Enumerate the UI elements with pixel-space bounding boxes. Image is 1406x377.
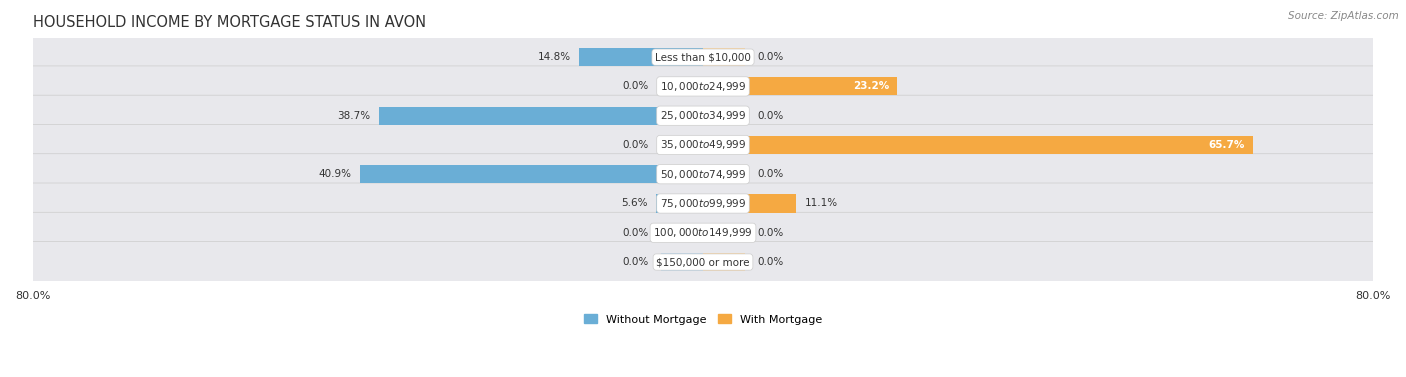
Text: Source: ZipAtlas.com: Source: ZipAtlas.com <box>1288 11 1399 21</box>
Text: HOUSEHOLD INCOME BY MORTGAGE STATUS IN AVON: HOUSEHOLD INCOME BY MORTGAGE STATUS IN A… <box>32 15 426 30</box>
Text: 14.8%: 14.8% <box>537 52 571 62</box>
Text: 0.0%: 0.0% <box>758 228 783 238</box>
Bar <box>703 107 745 125</box>
Text: 65.7%: 65.7% <box>1209 140 1246 150</box>
FancyBboxPatch shape <box>30 242 1376 282</box>
FancyBboxPatch shape <box>30 154 1376 195</box>
Text: $25,000 to $34,999: $25,000 to $34,999 <box>659 109 747 122</box>
Bar <box>661 253 703 271</box>
Text: 0.0%: 0.0% <box>623 257 648 267</box>
Text: $10,000 to $24,999: $10,000 to $24,999 <box>659 80 747 93</box>
Text: 0.0%: 0.0% <box>758 111 783 121</box>
Text: 40.9%: 40.9% <box>319 169 352 179</box>
Bar <box>703 136 1254 154</box>
Bar <box>703 253 745 271</box>
FancyBboxPatch shape <box>30 66 1376 107</box>
Bar <box>360 165 703 183</box>
FancyBboxPatch shape <box>30 124 1376 166</box>
Text: 0.0%: 0.0% <box>623 140 648 150</box>
FancyBboxPatch shape <box>30 183 1376 224</box>
Text: 0.0%: 0.0% <box>623 228 648 238</box>
Bar <box>703 195 796 213</box>
Bar <box>661 224 703 242</box>
FancyBboxPatch shape <box>30 37 1376 78</box>
Bar <box>661 136 703 154</box>
Bar <box>703 77 897 95</box>
FancyBboxPatch shape <box>30 95 1376 136</box>
Bar <box>378 107 703 125</box>
Text: 11.1%: 11.1% <box>804 199 838 208</box>
Text: 38.7%: 38.7% <box>337 111 370 121</box>
Text: $100,000 to $149,999: $100,000 to $149,999 <box>654 226 752 239</box>
Bar <box>579 48 703 66</box>
Bar <box>703 165 745 183</box>
Bar <box>657 195 703 213</box>
Bar <box>703 224 745 242</box>
Text: 0.0%: 0.0% <box>758 257 783 267</box>
Legend: Without Mortgage, With Mortgage: Without Mortgage, With Mortgage <box>579 310 827 329</box>
Text: 23.2%: 23.2% <box>853 81 889 91</box>
Text: 0.0%: 0.0% <box>623 81 648 91</box>
Bar <box>703 48 745 66</box>
Text: $50,000 to $74,999: $50,000 to $74,999 <box>659 168 747 181</box>
Text: 0.0%: 0.0% <box>758 52 783 62</box>
Text: 5.6%: 5.6% <box>621 199 648 208</box>
Text: $35,000 to $49,999: $35,000 to $49,999 <box>659 138 747 152</box>
Text: $150,000 or more: $150,000 or more <box>657 257 749 267</box>
Text: 0.0%: 0.0% <box>758 169 783 179</box>
Bar <box>661 77 703 95</box>
Text: $75,000 to $99,999: $75,000 to $99,999 <box>659 197 747 210</box>
FancyBboxPatch shape <box>30 212 1376 253</box>
Text: Less than $10,000: Less than $10,000 <box>655 52 751 62</box>
